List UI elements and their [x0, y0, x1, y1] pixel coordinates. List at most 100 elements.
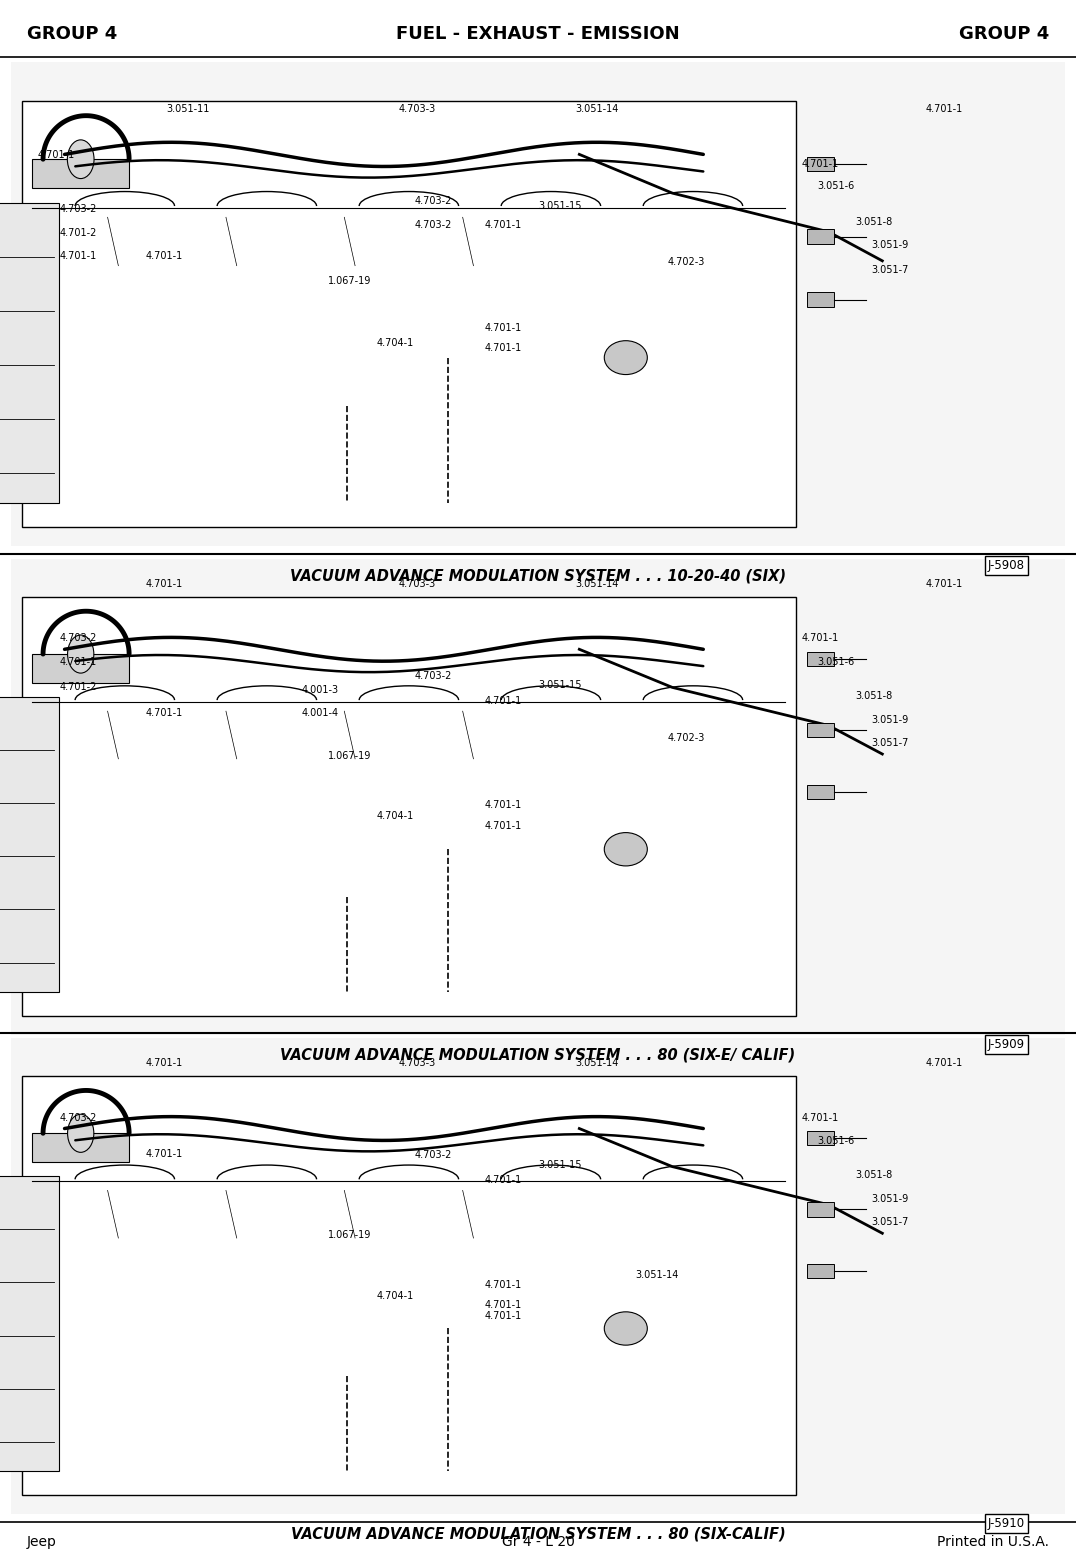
Ellipse shape	[605, 832, 648, 866]
Text: 3.051-14: 3.051-14	[576, 1058, 619, 1068]
Text: GROUP 4: GROUP 4	[27, 25, 117, 42]
Bar	[22, 101, 796, 528]
Bar	[32, 1133, 129, 1161]
Text: 4.703-2: 4.703-2	[414, 220, 452, 229]
Text: 4.701-1: 4.701-1	[484, 821, 522, 830]
Bar	[32, 159, 129, 189]
Text: 4.701-1: 4.701-1	[484, 1311, 522, 1321]
Text: FUEL - EXHAUST - EMISSION: FUEL - EXHAUST - EMISSION	[396, 25, 680, 42]
Text: 4.701-1: 4.701-1	[484, 220, 522, 229]
Bar	[11, 1038, 1065, 1514]
Text: 4.701-2: 4.701-2	[59, 228, 97, 237]
Text: VACUUM ADVANCE MODULATION SYSTEM . . . 80 (SIX-CALIF): VACUUM ADVANCE MODULATION SYSTEM . . . 8…	[291, 1527, 785, 1542]
Text: 3.051-11: 3.051-11	[167, 105, 210, 114]
Text: 4.704-1: 4.704-1	[377, 339, 414, 348]
Bar	[807, 785, 834, 799]
Text: 4.701-1: 4.701-1	[484, 1175, 522, 1185]
Text: Jeep: Jeep	[27, 1536, 57, 1549]
Text: 4.701-1: 4.701-1	[145, 709, 183, 718]
Ellipse shape	[605, 340, 648, 375]
Text: 3.051-8: 3.051-8	[855, 1171, 893, 1180]
Text: 4.704-1: 4.704-1	[377, 812, 414, 821]
Text: 4.701-1: 4.701-1	[145, 251, 183, 261]
Bar	[22, 596, 796, 1016]
Text: 4.001-3: 4.001-3	[301, 685, 339, 695]
Text: 4.701-2: 4.701-2	[59, 682, 97, 692]
Text: 4.701-1: 4.701-1	[484, 696, 522, 706]
Text: 4.701-1: 4.701-1	[484, 323, 522, 332]
Bar	[807, 1264, 834, 1278]
Text: 3.051-9: 3.051-9	[872, 1194, 909, 1204]
Bar	[807, 229, 834, 244]
Text: 4.701-1: 4.701-1	[925, 579, 963, 588]
Text: 3.051-8: 3.051-8	[855, 217, 893, 226]
Text: 4.701-1: 4.701-1	[484, 343, 522, 353]
Circle shape	[68, 1115, 94, 1152]
Text: 3.051-7: 3.051-7	[872, 1218, 909, 1227]
Text: 4.701-1: 4.701-1	[484, 1300, 522, 1310]
Text: 4.701-1: 4.701-1	[925, 1058, 963, 1068]
Text: 4.001-4: 4.001-4	[301, 709, 339, 718]
Bar	[0, 1175, 59, 1472]
Ellipse shape	[605, 1311, 648, 1346]
Text: J-5909: J-5909	[988, 1038, 1024, 1051]
Circle shape	[68, 635, 94, 673]
Text: 1.067-19: 1.067-19	[328, 751, 371, 760]
Text: Printed in U.S.A.: Printed in U.S.A.	[937, 1536, 1049, 1549]
Text: 4.701-1: 4.701-1	[38, 150, 75, 159]
Text: 4.702-3: 4.702-3	[667, 258, 705, 267]
Circle shape	[68, 140, 94, 178]
Bar	[22, 1076, 796, 1495]
Text: 4.703-3: 4.703-3	[398, 579, 436, 588]
Text: VACUUM ADVANCE MODULATION SYSTEM . . . 10-20-40 (SIX): VACUUM ADVANCE MODULATION SYSTEM . . . 1…	[291, 568, 785, 584]
Text: 3.051-7: 3.051-7	[872, 265, 909, 275]
Bar	[807, 292, 834, 308]
Text: 3.051-6: 3.051-6	[818, 1136, 855, 1146]
Text: 3.051-15: 3.051-15	[538, 1160, 581, 1169]
Bar	[0, 203, 59, 503]
Bar	[11, 559, 1065, 1035]
Text: VACUUM ADVANCE MODULATION SYSTEM . . . 80 (SIX-E/ CALIF): VACUUM ADVANCE MODULATION SYSTEM . . . 8…	[281, 1047, 795, 1063]
Text: 4.701-1: 4.701-1	[484, 1280, 522, 1289]
Text: 4.704-1: 4.704-1	[377, 1291, 414, 1300]
Text: 4.701-1: 4.701-1	[145, 1058, 183, 1068]
Bar	[807, 651, 834, 667]
Text: 3.051-14: 3.051-14	[576, 579, 619, 588]
Text: 4.701-1: 4.701-1	[59, 657, 97, 667]
Text: 1.067-19: 1.067-19	[328, 276, 371, 286]
Text: 4.702-3: 4.702-3	[667, 734, 705, 743]
Text: 1.067-19: 1.067-19	[328, 1230, 371, 1239]
Text: 3.051-6: 3.051-6	[818, 181, 855, 190]
Text: 4.701-1: 4.701-1	[925, 105, 963, 114]
Text: GROUP 4: GROUP 4	[959, 25, 1049, 42]
Text: 3.051-6: 3.051-6	[818, 657, 855, 667]
Text: 4.703-3: 4.703-3	[398, 1058, 436, 1068]
Text: 4.703-2: 4.703-2	[59, 204, 97, 214]
Text: 4.703-2: 4.703-2	[414, 197, 452, 206]
Text: 4.703-2: 4.703-2	[59, 1113, 97, 1122]
Text: 4.701-1: 4.701-1	[145, 1149, 183, 1158]
Text: 4.703-3: 4.703-3	[398, 105, 436, 114]
Bar	[807, 723, 834, 737]
Text: 4.703-2: 4.703-2	[414, 1150, 452, 1160]
Bar	[32, 654, 129, 682]
Text: 3.051-14: 3.051-14	[635, 1271, 678, 1280]
Text: 4.701-1: 4.701-1	[59, 251, 97, 261]
Text: 4.701-1: 4.701-1	[802, 159, 839, 169]
Bar	[807, 1202, 834, 1216]
Text: 4.701-1: 4.701-1	[145, 579, 183, 588]
Text: 4.701-1: 4.701-1	[802, 1113, 839, 1122]
Text: 3.051-15: 3.051-15	[538, 681, 581, 690]
Text: J-5908: J-5908	[988, 559, 1024, 571]
Text: 3.051-14: 3.051-14	[576, 105, 619, 114]
Bar	[0, 696, 59, 993]
Text: J-5910: J-5910	[988, 1517, 1024, 1530]
Text: 3.051-7: 3.051-7	[872, 738, 909, 748]
Text: 4.701-1: 4.701-1	[484, 801, 522, 810]
Text: 3.051-8: 3.051-8	[855, 692, 893, 701]
Bar	[807, 156, 834, 172]
Text: 4.701-1: 4.701-1	[802, 634, 839, 643]
Bar	[807, 1130, 834, 1146]
Text: 3.051-9: 3.051-9	[872, 240, 909, 250]
Bar	[11, 62, 1065, 546]
